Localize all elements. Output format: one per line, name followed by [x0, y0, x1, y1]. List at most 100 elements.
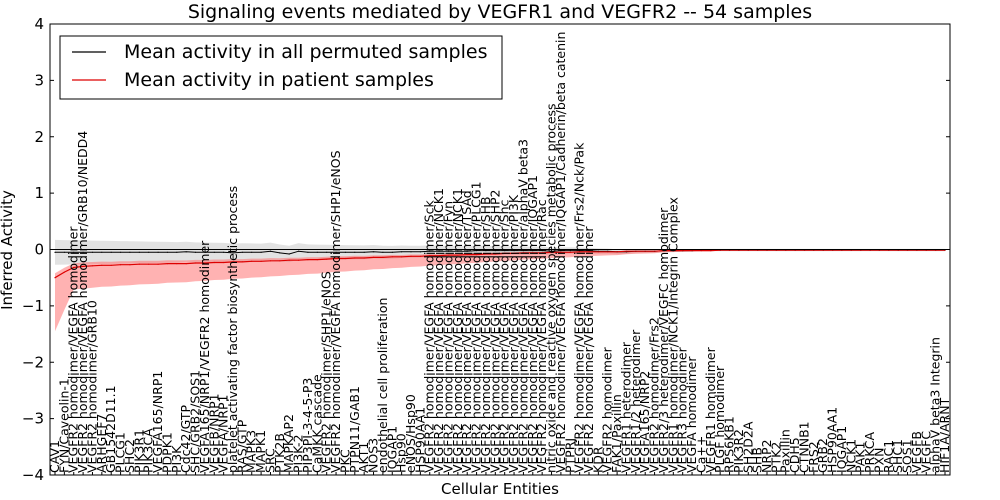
x-tick-label: IQGAP1 — [384, 426, 399, 473]
y-axis-label: Inferred Activity — [0, 190, 16, 310]
x-tick-label: VEGFR2 homodimer/VEGFA homodimer/NCK1 — [431, 188, 446, 473]
x-tick-label: MAPKAP2 — [281, 414, 296, 473]
x-tick-label: PIK3R1 — [131, 429, 146, 473]
permuted-point — [241, 251, 243, 253]
permuted-point — [363, 251, 365, 253]
x-tick-label: endothelial cell proliferation — [375, 298, 390, 473]
permuted-point — [288, 253, 290, 255]
permuted-point — [457, 250, 459, 252]
x-tick-label: PXN — [871, 448, 886, 473]
patient-spread-band — [55, 249, 945, 332]
patient-point — [710, 250, 712, 252]
x-tick-label: PIK3CA — [141, 428, 156, 473]
permuted-point — [298, 250, 300, 252]
permuted-point — [129, 251, 131, 253]
permuted-point — [176, 251, 178, 253]
patient-point — [541, 252, 543, 254]
permuted-point — [466, 250, 468, 252]
x-tick-label: HSP90AA1 — [412, 407, 427, 473]
x-tick-label: CDH5 — [787, 437, 802, 473]
patient-point — [700, 250, 703, 252]
patient-point — [269, 260, 272, 262]
x-tick-label: VEGFR3 homodimer — [675, 346, 690, 473]
patient-point — [148, 263, 150, 265]
x-axis-label: Cellular Entities — [441, 480, 559, 498]
x-tick-label: NCK1 — [843, 439, 858, 473]
permuted-point — [157, 251, 159, 253]
patient-point — [625, 250, 628, 252]
permuted-point — [148, 251, 150, 253]
x-tick-label: PLCG1 — [113, 432, 128, 473]
patient-point — [363, 257, 365, 259]
permuted-point — [213, 251, 215, 253]
x-tick-label: VEGFR2 homodimer/VEGFA homodimer/PI3K — [506, 194, 521, 473]
x-tick-label: Cdc42/GTP — [178, 404, 193, 473]
x-tick-label: AKT1 — [356, 442, 371, 473]
patient-point — [560, 251, 562, 253]
patient-point — [485, 253, 487, 255]
legend-label-permuted: Mean activity in all permuted samples — [124, 41, 487, 63]
permuted-point — [307, 251, 309, 253]
y-tick-label: 2 — [34, 128, 44, 146]
permuted-point — [54, 251, 56, 253]
chart-title: Signaling events mediated by VEGFR1 and … — [188, 1, 812, 23]
patient-point — [616, 251, 618, 253]
permuted-point — [63, 251, 65, 253]
x-tick-label: SH2D2A — [740, 421, 755, 473]
x-tick-label: VEGFR2 homodimer/SHP1/eNOS — [319, 271, 334, 473]
x-tick-label: GRB2 — [815, 438, 830, 473]
x-tick-label: VEGFR2 homodimer — [600, 346, 615, 473]
permuted-point — [494, 250, 496, 252]
patient-point — [138, 263, 140, 265]
patient-point — [644, 250, 646, 252]
patient-point — [176, 263, 178, 265]
x-tick-label: SRC — [263, 448, 278, 473]
x-tick-label: VEGFA/NRP1 — [216, 395, 231, 473]
x-tick-label: RAS/GTP — [234, 419, 249, 473]
x-tick-label: VEGFR2 homodimer/VEGFA homodimer/SHB — [478, 196, 493, 473]
permuted-point — [82, 251, 84, 253]
permuted-point — [513, 250, 515, 252]
permuted-point — [447, 250, 450, 252]
patient-point — [410, 255, 412, 257]
x-tick-label: eNOS/Hsp90 — [403, 394, 418, 473]
patient-point — [588, 251, 590, 253]
patient-point — [54, 277, 56, 279]
permuted-point — [401, 251, 403, 253]
patient-point — [316, 259, 318, 261]
series-lines — [54, 249, 946, 279]
x-tick-label: NOS3 — [366, 438, 381, 473]
x-tick-label: CTNNB1 — [797, 421, 812, 473]
x-tick-label: VEGFR2 homodimer/VEGFA homodimer/Rac — [534, 199, 549, 473]
x-tick-label: HSP90AA1 — [825, 407, 840, 473]
patient-point — [82, 265, 84, 267]
x-tick-label: PAK1 — [853, 442, 868, 473]
x-tick-label: VEGFB — [909, 431, 924, 473]
x-tick-label: PTPRJ — [562, 438, 577, 473]
x-tick-label: FYN/Caveolin-1 — [56, 378, 71, 473]
permuted-point — [138, 251, 140, 253]
permuted-point — [260, 251, 262, 253]
patient-point — [157, 263, 159, 265]
x-tick-label: SHB — [750, 447, 765, 473]
permuted-point — [429, 250, 431, 252]
x-tick-label: VEGFR1 homodimer/NCK1/Integrin Complex — [665, 197, 680, 473]
y-tick-label: 1 — [34, 184, 44, 202]
x-tick-label: PTK2 — [768, 442, 783, 473]
patient-point — [185, 263, 187, 265]
patient-point — [438, 255, 440, 257]
patient-point — [654, 250, 656, 252]
patient-point — [91, 265, 94, 267]
patient-point — [194, 262, 197, 264]
spread-bands — [55, 239, 945, 332]
y-tick-label: 3 — [34, 71, 44, 89]
x-tick-label: PI3K-2 — [291, 434, 306, 473]
legend-box — [59, 35, 503, 100]
x-tick-label: VEGFA homodimer — [684, 356, 699, 473]
patient-point — [326, 258, 328, 260]
x-tick-label: SHC1 — [890, 439, 905, 473]
permuted-point — [316, 251, 318, 253]
x-tick-label: PTPN11/GAB1 — [347, 386, 362, 473]
x-tick-label: PRKCA — [862, 432, 877, 473]
